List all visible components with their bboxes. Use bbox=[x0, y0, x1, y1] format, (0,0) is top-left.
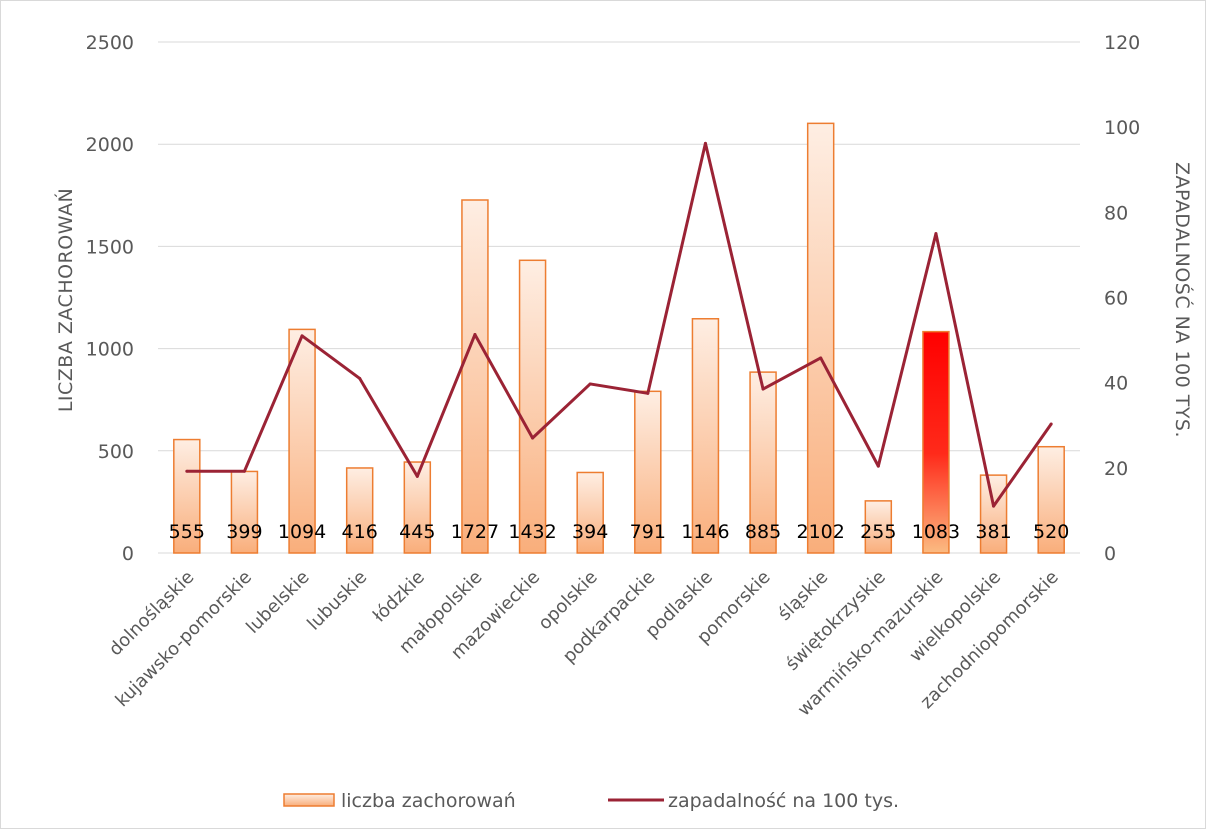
bar-podlaskie bbox=[691, 318, 720, 554]
incidence-line bbox=[186, 141, 1053, 508]
data-label-podkarpackie: 791 bbox=[630, 521, 666, 543]
data-label-lubuskie: 416 bbox=[342, 521, 378, 543]
data-label-wielkopolskie: 381 bbox=[975, 521, 1011, 543]
bar-kujawsko-pomorskie bbox=[230, 470, 259, 554]
data-label-łódzkie: 445 bbox=[399, 521, 435, 543]
line-point-łódzkie bbox=[415, 474, 419, 478]
category-label: śląskie bbox=[774, 567, 832, 625]
line-series bbox=[185, 141, 1053, 508]
data-label-dolnośląskie: 555 bbox=[169, 521, 205, 543]
bar-mazowieckie bbox=[518, 259, 547, 554]
right-tick-label: 60 bbox=[1104, 288, 1128, 310]
bar-lubuskie bbox=[345, 467, 374, 554]
bar-warmińsko-mazurskie bbox=[922, 330, 950, 554]
category-label: lubuskie bbox=[303, 567, 371, 635]
line-point-podkarpackie bbox=[646, 391, 650, 395]
data-label-śląskie: 2102 bbox=[797, 521, 845, 543]
bar-świętokrzyskie bbox=[864, 500, 893, 554]
left-tick-label: 0 bbox=[122, 543, 134, 565]
left-tick-label: 1500 bbox=[86, 236, 134, 258]
legend-swatch-bar bbox=[283, 793, 335, 807]
line-point-dolnośląskie bbox=[185, 469, 189, 473]
right-tick-label: 100 bbox=[1104, 117, 1140, 139]
category-label: lubelskie bbox=[242, 567, 313, 638]
data-label-warmińsko-mazurskie: 1083 bbox=[912, 521, 960, 543]
legend: liczba zachorowań zapadalność na 100 tys… bbox=[283, 790, 899, 812]
bar-lubelskie bbox=[288, 328, 316, 554]
bar-dolnośląskie bbox=[173, 438, 201, 554]
right-axis-ticks: 0 20 40 60 80 100 120 bbox=[1104, 32, 1140, 565]
bar-wielkopolskie bbox=[979, 474, 1008, 554]
line-point-zachodniopomorskie bbox=[1049, 422, 1053, 426]
line-point-małopolskie bbox=[473, 333, 477, 337]
bar-zachodniopomorskie bbox=[1037, 445, 1065, 554]
bar-series bbox=[173, 122, 1065, 554]
line-point-podlaskie bbox=[703, 141, 707, 145]
bar-łódzkie bbox=[403, 461, 432, 554]
line-point-lubelskie bbox=[300, 334, 304, 338]
line-point-pomorskie bbox=[761, 387, 765, 391]
left-tick-label: 1000 bbox=[86, 339, 134, 361]
legend-label-line: zapadalność na 100 tys. bbox=[668, 790, 899, 812]
right-tick-label: 20 bbox=[1104, 458, 1128, 480]
left-tick-label: 2500 bbox=[86, 32, 134, 54]
line-point-kujawsko-pomorskie bbox=[242, 469, 246, 473]
right-axis-title: ZAPADALNOŚĆ NA 100 TYS. bbox=[1171, 162, 1195, 438]
category-label: świętokrzyskie bbox=[782, 567, 890, 675]
data-label-kujawsko-pomorskie: 399 bbox=[226, 521, 262, 543]
line-point-lubuskie bbox=[358, 376, 362, 380]
bar-opolskie bbox=[576, 471, 604, 554]
line-point-warmińsko-mazurskie bbox=[934, 232, 938, 236]
line-point-świętokrzyskie bbox=[876, 464, 880, 468]
category-axis-labels: dolnośląskiekujawsko-pomorskielubelskiel… bbox=[105, 567, 1063, 721]
data-label-lubelskie: 1094 bbox=[278, 521, 326, 543]
data-label-świętokrzyskie: 255 bbox=[860, 521, 896, 543]
data-label-małopolskie: 1727 bbox=[451, 521, 499, 543]
data-label-opolskie: 394 bbox=[572, 521, 608, 543]
bar-śląskie bbox=[806, 122, 835, 554]
line-point-mazowieckie bbox=[531, 436, 535, 440]
left-axis-ticks: 0 500 1000 1500 2000 2500 bbox=[86, 32, 134, 565]
line-point-śląskie bbox=[819, 356, 823, 360]
data-labels: 555 399 1094 416 445 1727 1432 394 791 1146 885 210… bbox=[169, 521, 1070, 543]
data-label-pomorskie: 885 bbox=[745, 521, 781, 543]
bar-małopolskie bbox=[461, 199, 489, 554]
line-point-wielkopolskie bbox=[992, 504, 996, 508]
left-tick-label: 2000 bbox=[86, 134, 134, 156]
legend-label-bar: liczba zachorowań bbox=[341, 790, 516, 812]
left-axis-title: LICZBA ZACHOROWAŃ bbox=[54, 188, 77, 412]
line-point-opolskie bbox=[588, 382, 592, 386]
data-label-podlaskie: 1146 bbox=[681, 521, 729, 543]
data-label-mazowieckie: 1432 bbox=[508, 521, 556, 543]
right-tick-label: 0 bbox=[1104, 543, 1116, 565]
data-label-zachodniopomorskie: 520 bbox=[1033, 521, 1069, 543]
right-tick-label: 80 bbox=[1104, 202, 1128, 224]
bar-pomorskie bbox=[749, 371, 777, 554]
left-tick-label: 500 bbox=[98, 441, 134, 463]
right-tick-label: 120 bbox=[1104, 32, 1140, 54]
right-tick-label: 40 bbox=[1104, 373, 1128, 395]
